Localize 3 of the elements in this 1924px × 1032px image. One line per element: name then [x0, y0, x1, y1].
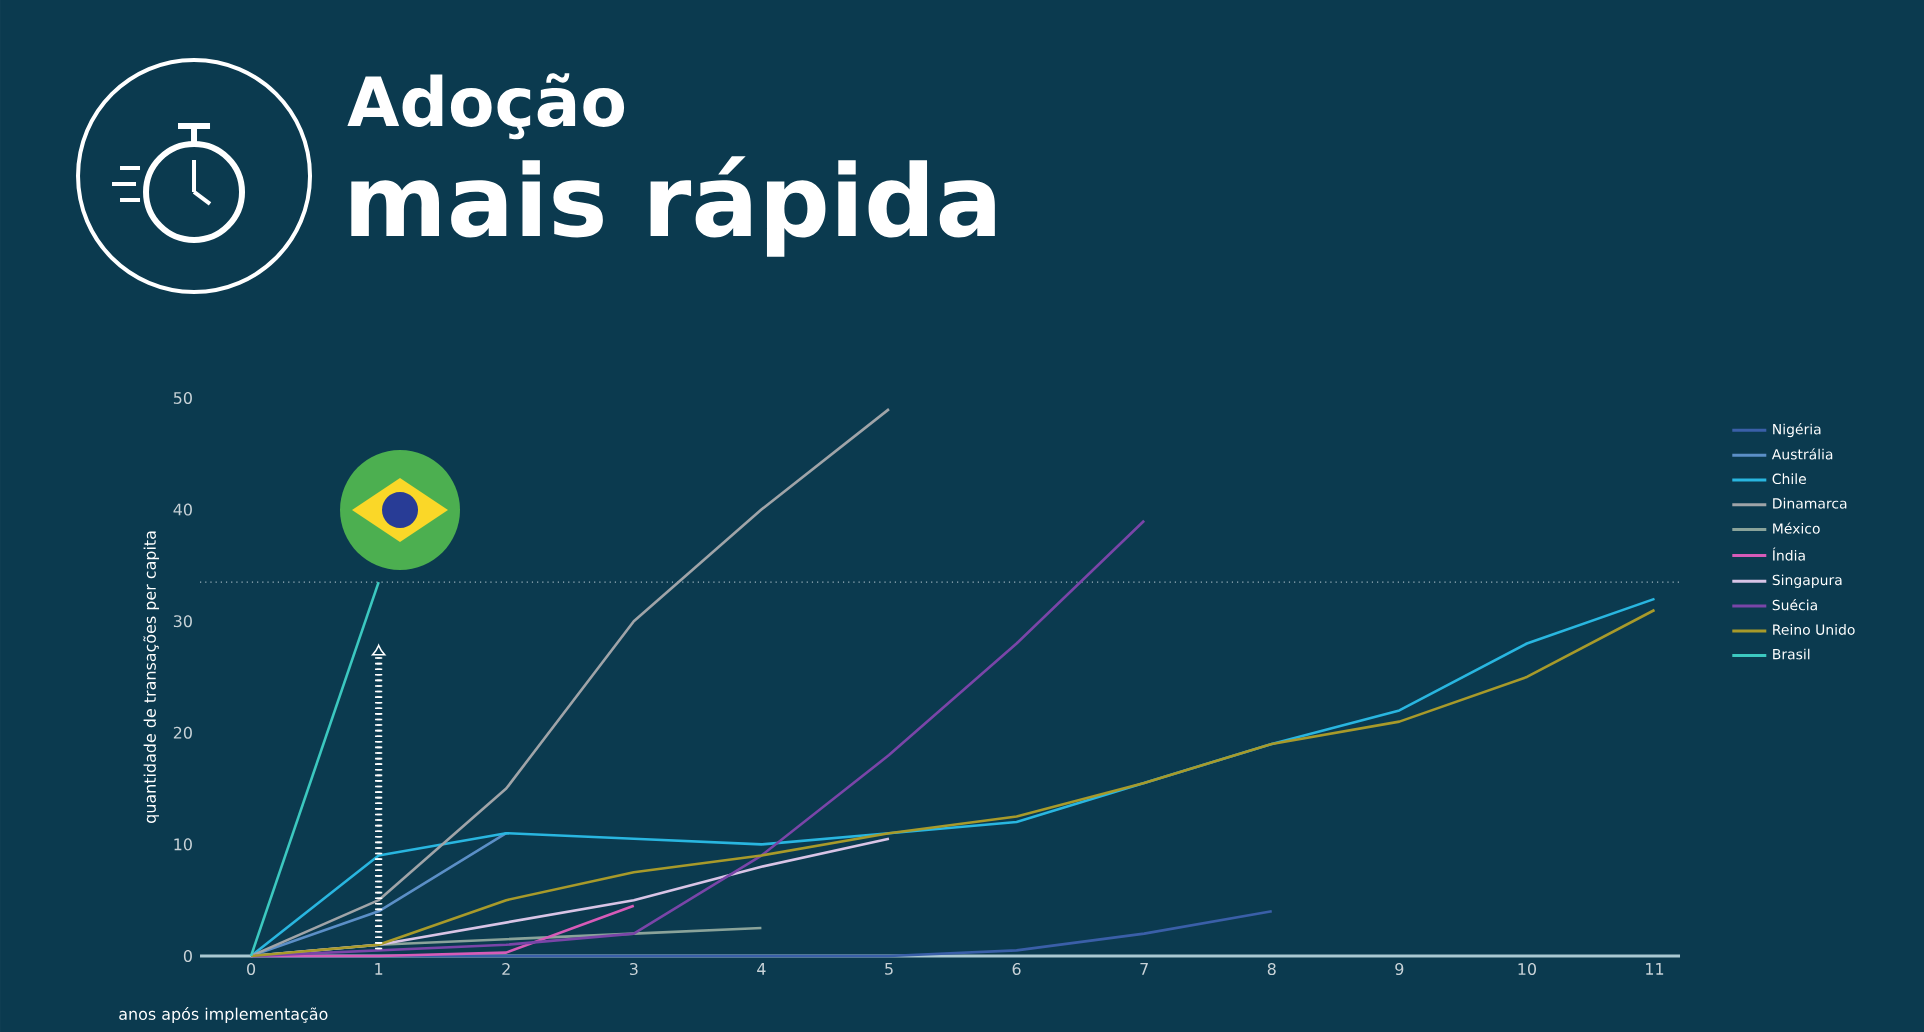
chart-subtitle: mais rápida	[351, 156, 995, 257]
chart-title: Adoção	[347, 73, 625, 140]
line-series	[249, 407, 891, 958]
